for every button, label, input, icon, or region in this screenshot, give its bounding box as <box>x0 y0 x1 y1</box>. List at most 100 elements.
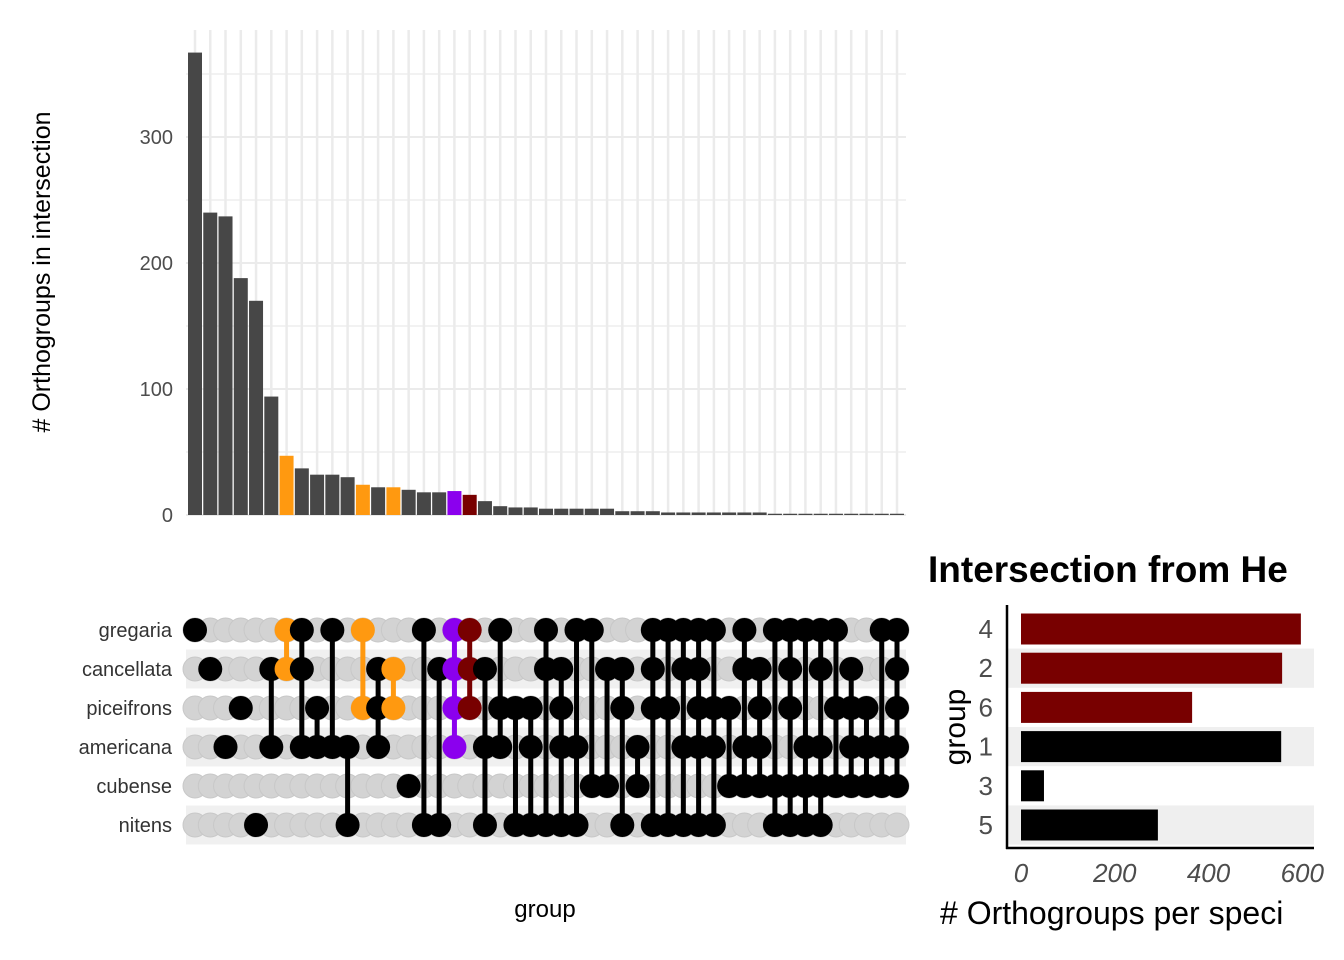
filled-dot <box>747 657 772 681</box>
filled-dot <box>350 618 375 642</box>
side-x-ticks: 0 200 400 600 <box>1014 858 1325 888</box>
top-gridlines <box>186 30 906 516</box>
intersection-bar <box>890 513 904 515</box>
filled-dot <box>472 813 497 837</box>
intersection-bar <box>188 52 202 516</box>
filled-dot <box>381 696 406 720</box>
intersection-bar <box>798 513 813 515</box>
filled-dot <box>610 813 635 837</box>
filled-dot <box>747 735 772 759</box>
intersection-bar <box>554 508 569 515</box>
intersection-bar <box>859 513 874 515</box>
group-label: 6 <box>979 692 993 722</box>
filled-dot <box>198 657 223 681</box>
filled-dot <box>305 696 330 720</box>
filled-dot <box>610 657 635 681</box>
intersection-bars <box>188 52 904 516</box>
filled-dot <box>579 618 604 642</box>
filled-dot <box>396 774 421 798</box>
set-matrix <box>182 617 910 838</box>
intersection-bar <box>828 513 843 515</box>
intersection-bar <box>691 512 706 515</box>
y-tick-label: 200 <box>140 253 173 275</box>
intersection-bar <box>813 513 828 515</box>
filled-dot <box>549 657 574 681</box>
intersection-bar <box>355 484 370 515</box>
intersection-bar <box>462 494 477 515</box>
intersection-bar <box>706 512 721 515</box>
intersection-bar <box>508 507 523 515</box>
side-bar <box>1021 652 1283 684</box>
intersection-bar <box>249 300 264 515</box>
set-label: americana <box>79 737 173 759</box>
intersection-bar <box>386 487 401 515</box>
intersection-bar <box>661 512 676 515</box>
filled-dot <box>411 618 436 642</box>
filled-dot <box>442 735 467 759</box>
filled-dot <box>808 657 833 681</box>
filled-dot <box>228 696 253 720</box>
intersection-bar <box>203 212 218 515</box>
filled-dot <box>823 618 848 642</box>
intersection-bar <box>569 508 584 515</box>
intersection-bar <box>874 513 889 515</box>
intersection-bar <box>294 468 309 515</box>
filled-dot <box>259 735 284 759</box>
filled-dot <box>289 618 314 642</box>
set-label: gregaria <box>99 620 173 642</box>
filled-dot <box>854 696 879 720</box>
intersection-bar <box>584 508 599 515</box>
filled-dot <box>885 657 909 681</box>
filled-dot <box>320 618 345 642</box>
filled-dot <box>885 618 909 642</box>
intersection-bar <box>783 513 798 515</box>
side-y-axis-label: group <box>939 689 972 766</box>
filled-dot <box>839 657 864 681</box>
filled-dot <box>701 618 726 642</box>
x-axis-label: group <box>514 896 575 923</box>
filled-dot <box>335 735 360 759</box>
filled-dot <box>595 774 620 798</box>
group-label: 1 <box>979 732 993 762</box>
intersection-bar <box>630 511 645 515</box>
filled-dot <box>472 657 497 681</box>
intersection-bar <box>844 513 859 515</box>
filled-dot <box>564 813 589 837</box>
group-label: 5 <box>979 810 993 840</box>
x-tick-label: 600 <box>1281 858 1325 888</box>
intersection-bar <box>539 508 553 515</box>
filled-dot <box>488 735 513 759</box>
intersection-bar <box>523 507 538 515</box>
y-tick-label: 100 <box>140 379 173 401</box>
filled-dot <box>457 696 482 720</box>
group-label: 4 <box>979 614 993 644</box>
intersection-bar <box>676 512 691 515</box>
filled-dot <box>625 774 650 798</box>
set-label: piceifrons <box>86 698 172 720</box>
filled-dot <box>244 813 269 837</box>
x-tick-label: 400 <box>1187 858 1231 888</box>
filled-dot <box>534 618 558 642</box>
filled-dot <box>885 774 909 798</box>
y-tick-label: 300 <box>140 127 173 149</box>
intersection-bar <box>737 512 752 515</box>
filled-dot <box>488 618 513 642</box>
filled-dot <box>625 735 650 759</box>
filled-dot <box>732 618 757 642</box>
intersection-bar <box>722 512 737 515</box>
intersection-bar <box>432 492 447 515</box>
filled-dot <box>717 696 742 720</box>
filled-dot <box>778 657 803 681</box>
y-tick-label: 0 <box>162 505 173 527</box>
set-label: nitens <box>119 815 172 837</box>
intersection-bar <box>767 513 782 515</box>
filled-dot <box>701 813 726 837</box>
intersection-bar <box>401 489 416 515</box>
intersection-bar <box>416 492 431 515</box>
set-label: cubense <box>96 776 172 798</box>
side-bar <box>1021 809 1158 841</box>
filled-dot <box>427 813 452 837</box>
filled-dot <box>885 696 909 720</box>
filled-dot <box>656 696 681 720</box>
